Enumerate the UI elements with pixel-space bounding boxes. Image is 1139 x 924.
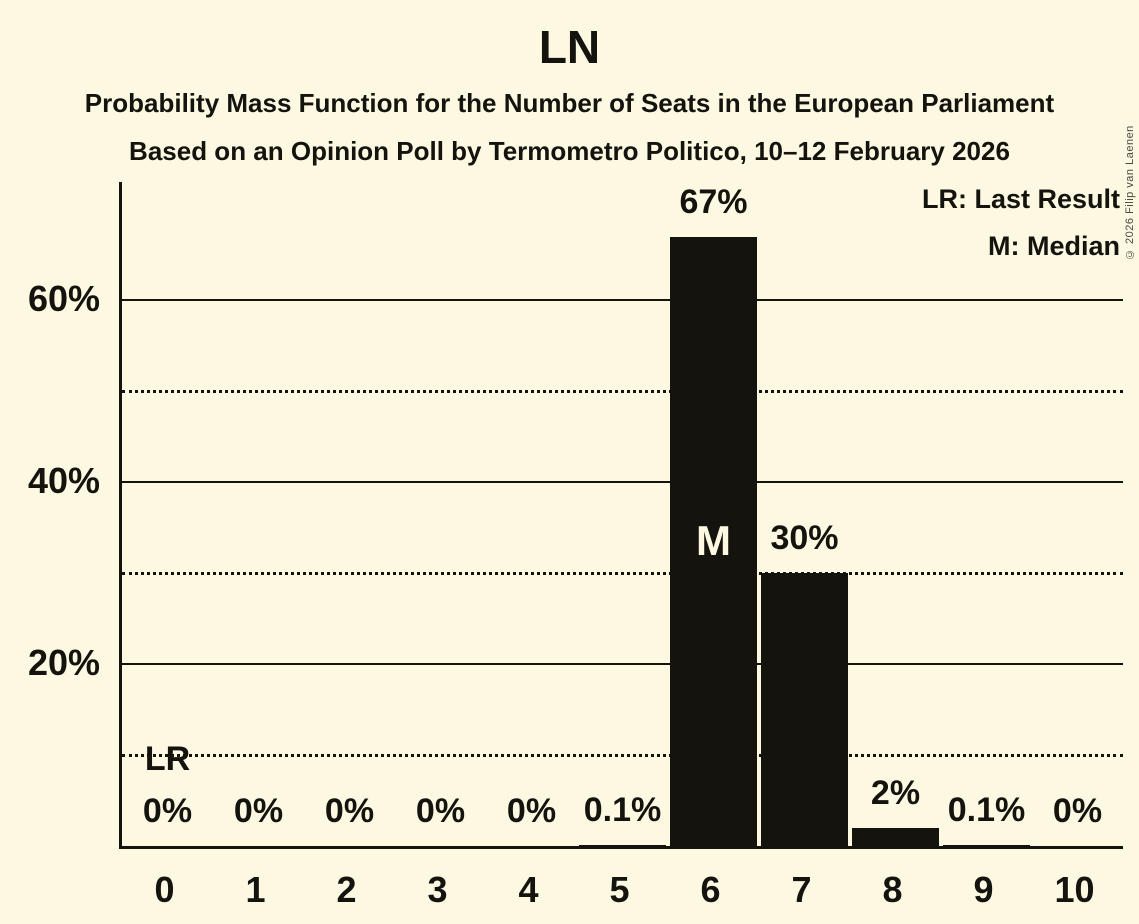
gridline-solid-20 [122,663,1123,666]
legend-median: M: Median [988,231,1120,261]
y-tick-label-20: 20% [27,642,100,684]
value-label-6: 67% [679,182,748,221]
chart-title: LN [538,21,601,73]
gridline-solid-60 [122,299,1123,302]
gridline-solid-40 [122,481,1123,484]
median-marker: M [696,517,731,565]
legend-last-result: LR: Last Result [921,184,1120,214]
copyright-text: © 2026 Filip van Laenen [1124,125,1136,260]
x-tick-label-2: 2 [336,869,357,910]
value-label-8: 2% [870,773,921,812]
plot-area: 0% 0% 0% 0% 0% 0.1% 67% 30% 2% 0.1% 0% LR M [119,182,1123,849]
bar-9 [943,845,1030,846]
value-label-2: 0% [324,792,375,830]
chart-subtitle: Probability Mass Function for the Number… [84,88,1055,118]
x-tick-label-0: 0 [154,869,175,910]
x-tick-label-6: 6 [700,869,721,910]
bar-5 [579,845,666,846]
y-tick-label-40: 40% [27,460,100,502]
chart-poll-info: Based on an Opinion Poll by Termometro P… [129,136,1010,166]
gridline-dotted-10 [122,754,1123,758]
bar-7 [761,573,848,846]
gridline-dotted-50 [122,390,1123,394]
value-label-0: 0% [142,792,193,830]
value-label-5: 0.1% [583,791,662,829]
x-tick-label-3: 3 [427,869,448,910]
value-label-10: 0% [1052,792,1103,830]
x-tick-label-4: 4 [518,869,539,910]
value-label-9: 0.1% [947,791,1026,829]
value-label-4: 0% [506,792,557,830]
value-label-7: 30% [770,519,839,558]
x-tick-label-7: 7 [791,869,812,910]
last-result-marker: LR [144,740,191,778]
bar-8 [852,827,939,846]
value-label-3: 0% [415,792,466,830]
x-tick-label-10: 10 [1054,869,1095,910]
gridline-dotted-30 [122,572,1123,576]
x-tick-label-1: 1 [245,869,266,910]
legend: LR: Last Result M: Median [922,184,1120,278]
x-tick-label-5: 5 [609,869,630,910]
x-tick-label-8: 8 [882,869,903,910]
bar-6 [670,236,757,846]
x-tick-label-9: 9 [973,869,994,910]
y-tick-label-60: 60% [27,278,100,320]
value-label-1: 0% [233,792,284,830]
